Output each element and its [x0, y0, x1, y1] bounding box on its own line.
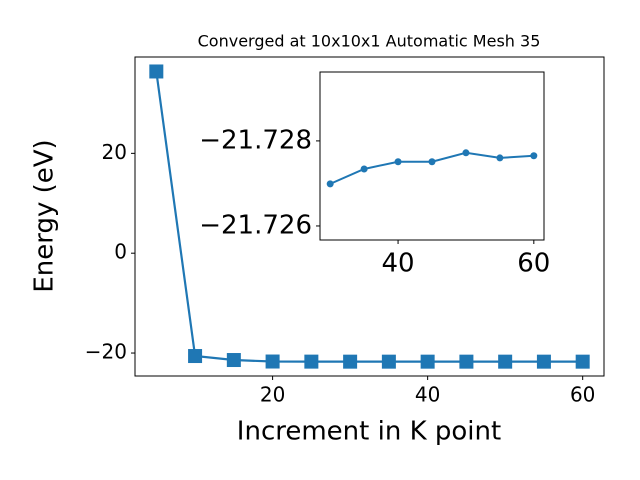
x-axis-label: Increment in K point: [237, 417, 501, 447]
marker: [360, 165, 368, 173]
y-tick-label: −20: [85, 340, 127, 364]
x-tick-label: 40: [382, 249, 415, 279]
marker: [304, 354, 319, 369]
y-tick-label: −21.726: [199, 210, 312, 240]
marker: [575, 354, 590, 369]
x-tick-label: 60: [570, 383, 595, 407]
x-tick-label: 60: [517, 249, 550, 279]
y-axis-label: Energy (eV): [30, 139, 60, 292]
marker: [462, 149, 470, 157]
marker: [326, 180, 334, 188]
marker: [498, 354, 513, 369]
x-tick-label: 20: [260, 383, 285, 407]
y-tick-label: 20: [102, 140, 127, 164]
marker: [420, 354, 435, 369]
y-tick-label: −21.728: [199, 125, 312, 155]
marker: [381, 354, 396, 369]
marker: [428, 158, 436, 166]
marker: [265, 354, 280, 369]
y-tick-label: 0: [114, 240, 127, 264]
marker: [459, 354, 474, 369]
marker: [343, 354, 358, 369]
marker: [536, 354, 551, 369]
chart-title: Converged at 10x10x1 Automatic Mesh 35: [198, 32, 541, 51]
marker: [226, 353, 241, 368]
marker: [496, 154, 504, 162]
marker: [530, 152, 538, 160]
marker: [188, 349, 203, 364]
marker: [149, 64, 164, 79]
x-tick-label: 40: [415, 383, 440, 407]
marker: [394, 158, 402, 166]
plot-area: [319, 71, 545, 241]
